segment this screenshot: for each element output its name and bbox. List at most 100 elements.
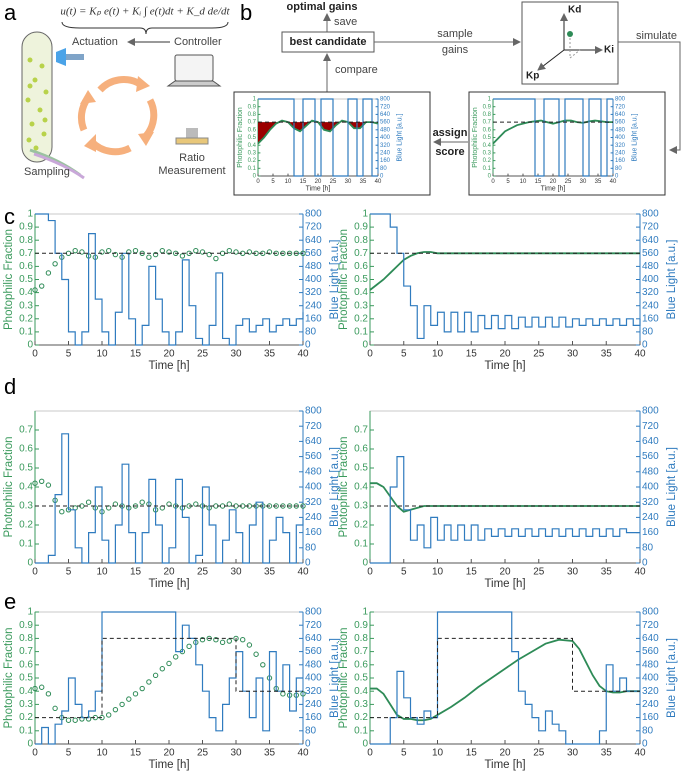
y-tick-label: 0.2: [19, 712, 33, 723]
data-point: [159, 666, 166, 672]
data-point: [246, 642, 253, 648]
data-point: [112, 706, 119, 713]
controller-label: Controller: [174, 36, 222, 48]
y2-tick-label: 0: [380, 174, 384, 180]
x-tick-label: 40: [297, 349, 309, 360]
y-tick-label: 0.5: [248, 135, 257, 141]
fraction-line: [492, 119, 613, 145]
laptop-screen: [174, 54, 214, 82]
y-tick-label: 0.3: [248, 150, 257, 156]
x-tick-label: 10: [96, 748, 108, 759]
y-tick-label: 0.1: [19, 539, 33, 550]
x-tick-label: 40: [634, 748, 646, 759]
y-tick-label: 0.2: [483, 158, 492, 164]
y-tick-label: 0.7: [354, 425, 368, 436]
y-tick-label: 0.6: [354, 659, 368, 670]
y2-tick-label: 400: [305, 482, 322, 493]
y-tick-label: 0.8: [248, 112, 257, 118]
optimal-gains: optimal gains: [287, 1, 358, 13]
y2-tick-label: 0: [305, 739, 311, 750]
y2-axis-label: Blue Light [a.u.]: [666, 240, 678, 320]
data-point: [52, 261, 58, 267]
y-tick-label: 0.6: [19, 444, 33, 455]
gain-point: [567, 31, 573, 37]
y-tick-label: 0.4: [354, 287, 368, 298]
sampling-label: Sampling: [24, 166, 70, 178]
brace: [61, 21, 229, 35]
y-tick-label: 0.1: [19, 725, 33, 736]
y2-tick-label: 480: [305, 261, 322, 272]
x-tick-label: 40: [610, 179, 617, 185]
y2-tick-label: 160: [305, 313, 322, 324]
y-tick-label: 0.6: [19, 659, 33, 670]
data-point: [45, 482, 52, 488]
y2-tick-label: 560: [305, 451, 322, 462]
axis-kd: Kd: [568, 5, 581, 16]
data-point: [85, 499, 92, 505]
y2-tick-label: 800: [380, 97, 391, 103]
y2-tick-label: 320: [642, 497, 659, 508]
y2-tick-label: 800: [305, 406, 322, 417]
y2-tick-label: 560: [305, 248, 322, 259]
light-line: [370, 611, 640, 745]
x-tick-label: 10: [432, 748, 444, 759]
x-tick-label: 20: [499, 567, 511, 578]
y-tick-label: 0.8: [483, 112, 492, 118]
y2-tick-label: 80: [642, 327, 654, 338]
data-point: [106, 712, 112, 718]
data-point: [213, 637, 219, 643]
data-point: [300, 250, 306, 257]
x-tick-label: 20: [550, 179, 557, 185]
y2-axis-label: Blue Light [a.u.]: [631, 113, 638, 161]
y-tick-label: 0.1: [354, 725, 368, 736]
x-tick-label: 15: [466, 349, 478, 360]
data-point: [186, 643, 192, 650]
light-line: [35, 611, 303, 745]
y2-tick-label: 400: [642, 673, 659, 684]
y2-tick-label: 240: [305, 300, 322, 311]
y2-tick-label: 80: [305, 725, 317, 736]
x-tick-label: 5: [401, 748, 407, 759]
y-tick-label: 0.7: [19, 425, 33, 436]
y-axis-label: Photophilic Fraction: [237, 107, 244, 168]
y-axis-label: Photophilic Fraction: [338, 628, 350, 729]
x-tick-label: 40: [375, 179, 382, 185]
led-body: [66, 54, 84, 60]
y2-tick-label: 720: [642, 222, 659, 233]
y2-tick-label: 480: [380, 127, 391, 133]
y-axis-label: Photophilic Fraction: [472, 107, 479, 168]
y-tick-label: 0.1: [354, 539, 368, 550]
y-tick-label: 0.5: [354, 463, 368, 474]
arrow: [618, 41, 681, 154]
y2-tick-label: 320: [305, 287, 322, 298]
sample-label: sample: [437, 28, 472, 40]
x-tick-label: 30: [345, 179, 352, 185]
y2-axis-label: Blue Light [a.u.]: [329, 240, 341, 320]
y2-tick-label: 480: [642, 659, 659, 670]
y2-tick-label: 560: [380, 120, 391, 126]
x-tick-label: 10: [432, 349, 444, 360]
sampling-tubes: [33, 152, 85, 180]
y-tick-label: 0.5: [483, 135, 492, 141]
y2-tick-label: 720: [642, 620, 659, 631]
fraction-line: [369, 251, 640, 291]
x-tick-label: 35: [601, 567, 613, 578]
x-tick-label: 0: [32, 349, 38, 360]
y2-tick-label: 320: [642, 686, 659, 697]
led: [56, 48, 66, 66]
x-tick-label: 25: [533, 349, 545, 360]
light-line: [370, 456, 640, 564]
y-tick-label: 0.1: [248, 166, 257, 172]
sim-box: [468, 91, 666, 196]
y2-tick-label: 240: [305, 699, 322, 710]
plot-frame: [492, 98, 614, 177]
plot-frame: [369, 611, 641, 745]
y-tick-label: 0: [27, 739, 33, 750]
y2-tick-label: 240: [305, 512, 322, 523]
x-axis-label: Time [h]: [484, 360, 525, 372]
x-tick-label: 5: [401, 567, 407, 578]
x-tick-label: 5: [271, 179, 275, 185]
y2-tick-label: 320: [305, 686, 322, 697]
y-tick-label: 0: [27, 558, 33, 569]
x-tick-label: 25: [197, 567, 209, 578]
